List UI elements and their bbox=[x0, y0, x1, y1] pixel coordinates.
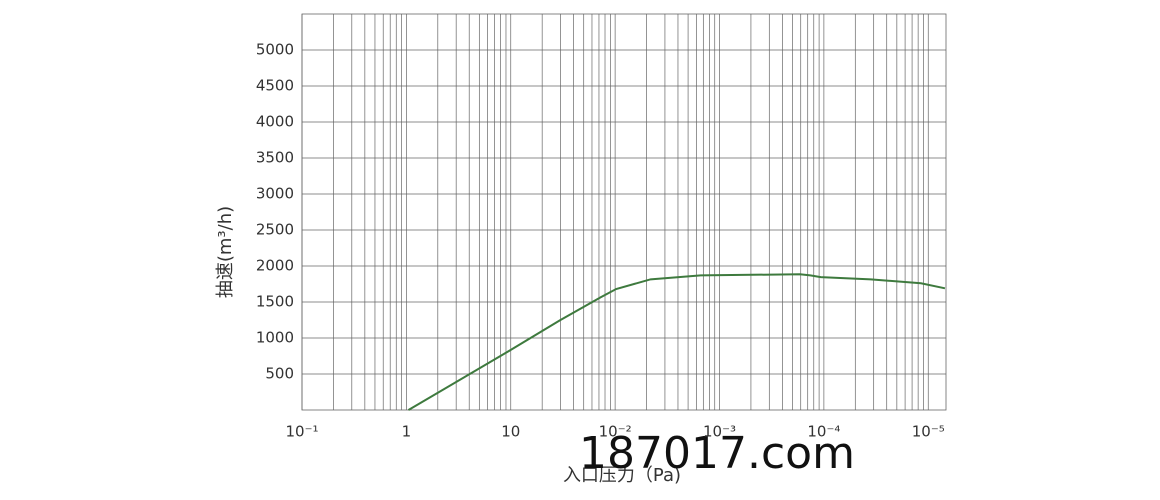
y-tick-label: 5000 bbox=[256, 41, 294, 59]
y-tick-label: 3500 bbox=[256, 149, 294, 167]
watermark: 187017.com bbox=[579, 428, 855, 479]
y-tick-label: 3000 bbox=[256, 185, 294, 203]
y-tick-label: 1500 bbox=[256, 293, 294, 311]
x-tick-label: 10⁻⁵ bbox=[912, 423, 945, 441]
x-tick-label: 10⁻¹ bbox=[285, 423, 318, 441]
y-tick-label: 1000 bbox=[256, 329, 294, 347]
plot-frame bbox=[301, 13, 947, 411]
x-tick-label: 10⁻³ bbox=[703, 423, 736, 441]
x-axis-title: 入口压力（Pa) bbox=[563, 465, 681, 486]
x-tick-label: 10⁻² bbox=[599, 423, 632, 441]
x-tick-label: 1 bbox=[402, 423, 412, 441]
y-tick-label: 2500 bbox=[256, 221, 294, 239]
data-line bbox=[407, 273, 946, 411]
x-tick-label: 10⁻⁴ bbox=[807, 423, 840, 441]
y-tick-label: 2000 bbox=[256, 257, 294, 275]
y-tick-label: 4500 bbox=[256, 77, 294, 95]
y-tick-label: 500 bbox=[265, 365, 294, 383]
x-tick-label: 10 bbox=[501, 423, 520, 441]
y-axis-title: 抽速(m³/h) bbox=[215, 206, 236, 298]
y-tick-label: 4000 bbox=[256, 113, 294, 131]
